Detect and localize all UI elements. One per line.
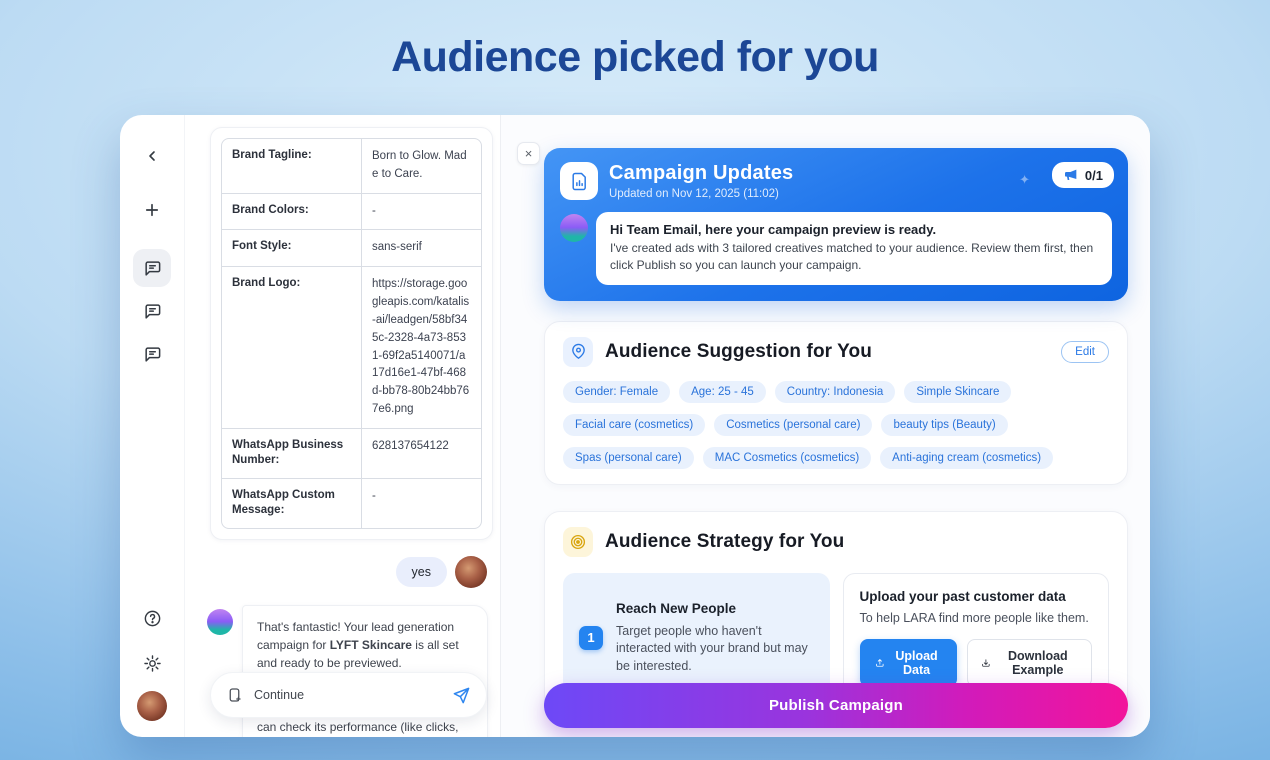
sidebar-item-chat-1[interactable]: [133, 249, 171, 287]
collapse-sidebar-button[interactable]: [135, 139, 169, 173]
brand-info-table: Brand Tagline: Born to Glow. Made to Car…: [221, 138, 482, 529]
chat-input[interactable]: Continue: [210, 672, 487, 718]
chat-panel: Brand Tagline: Born to Glow. Made to Car…: [185, 115, 501, 737]
upload-icon: [875, 658, 884, 667]
table-row-label: Brand Tagline:: [222, 139, 362, 193]
table-row-label: WhatsApp Business Number:: [222, 428, 362, 478]
brand-info-card: Brand Tagline: Born to Glow. Made to Car…: [210, 127, 493, 540]
megaphone-icon: [1064, 169, 1077, 180]
table-row: Font Style: sans-serif: [222, 230, 481, 268]
table-row-label: Brand Logo:: [222, 267, 362, 428]
table-row: WhatsApp Custom Message: -: [222, 478, 481, 528]
audience-tag[interactable]: Spas (personal care): [563, 446, 694, 469]
user-message-row: yes: [185, 555, 487, 588]
user-avatar: [455, 555, 487, 588]
download-icon: [982, 659, 990, 667]
plus-icon: [145, 203, 159, 217]
table-row: Brand Tagline: Born to Glow. Made to Car…: [222, 139, 481, 194]
gear-icon: [143, 654, 161, 672]
upload-description: To help LARA find more people like them.: [859, 610, 1089, 625]
chat-bubble-icon: [144, 260, 160, 276]
audience-tag[interactable]: Gender: Female: [563, 380, 671, 403]
settings-button[interactable]: [135, 646, 169, 680]
table-row-value: sans-serif: [372, 241, 422, 254]
close-panel-button[interactable]: ×: [517, 142, 540, 165]
publish-campaign-button[interactable]: Publish Campaign: [544, 683, 1128, 728]
help-circle-icon: [144, 610, 160, 626]
brand-name: LYFT Skincare: [329, 637, 412, 652]
new-chat-button[interactable]: [135, 193, 169, 227]
updates-count: 0/1: [1084, 167, 1103, 183]
table-row-value: 628137654122: [372, 439, 449, 452]
assistant-paragraph: That's fantastic! Your lead generation c…: [257, 619, 459, 670]
chat-bubble-icon: [144, 303, 160, 319]
help-button[interactable]: [135, 601, 169, 635]
upload-data-button[interactable]: Upload Data: [859, 638, 957, 687]
sidebar-item-chat-3[interactable]: [133, 335, 171, 373]
user-avatar[interactable]: [137, 691, 167, 721]
reach-description: Target people who haven't interacted wit…: [616, 623, 808, 673]
table-row: WhatsApp Business Number: 628137654122: [222, 428, 481, 479]
audience-tag[interactable]: Simple Skincare: [904, 380, 1012, 403]
audience-tag[interactable]: Country: Indonesia: [774, 380, 896, 403]
banner-message-body: I've created ads with 3 tailored creativ…: [610, 241, 1094, 273]
table-row-label: WhatsApp Custom Message:: [222, 478, 362, 528]
page-title: Audience picked for you: [391, 33, 879, 81]
table-row-value: -: [372, 489, 376, 502]
table-row-label: Font Style:: [222, 230, 362, 267]
banner-message-title: Hi Team Email, here your campaign previe…: [610, 222, 937, 237]
sparkle-icon: ✦: [1019, 172, 1030, 187]
user-message-bubble: yes: [395, 556, 447, 587]
step-number-badge: 1: [579, 625, 603, 650]
audience-tag[interactable]: Cosmetics (personal care): [714, 413, 873, 436]
audience-tag[interactable]: Anti-aging cream (cosmetics): [880, 446, 1054, 469]
assistant-avatar: [207, 608, 233, 635]
audience-tag[interactable]: Age: 25 - 45: [679, 380, 766, 403]
table-row-value: https://storage.googleapis.com/katalis-a…: [372, 278, 470, 415]
reach-new-people-card: 1 Reach New People Target people who hav…: [563, 572, 830, 703]
updates-count-badge[interactable]: 0/1: [1051, 162, 1114, 188]
edit-audience-button[interactable]: Edit: [1061, 340, 1109, 363]
reach-title: Reach New People: [616, 600, 737, 616]
table-row-label: Brand Colors:: [222, 193, 362, 230]
banner-title: Campaign Updates: [609, 162, 794, 184]
upload-customer-data-card: Upload your past customer data To help L…: [842, 572, 1109, 703]
campaign-report-icon: [560, 162, 598, 200]
audience-suggestion-title: Audience Suggestion for You: [605, 340, 872, 362]
table-row: Brand Logo: https://storage.googleapis.c…: [222, 267, 481, 429]
upload-title: Upload your past customer data: [859, 588, 1066, 604]
chat-bubble-icon: [144, 346, 160, 362]
chevron-left-icon: [149, 151, 155, 161]
campaign-panel: × Campaign Updates Updated on Nov 12, 20…: [501, 115, 1150, 737]
banner-updated-timestamp: Updated on Nov 12, 2025 (11:02): [609, 188, 779, 200]
app-window: Brand Tagline: Born to Glow. Made to Car…: [120, 115, 1150, 737]
banner-message-card: Hi Team Email, here your campaign previe…: [596, 212, 1112, 285]
audience-tag[interactable]: beauty tips (Beauty): [881, 413, 1008, 436]
audience-tag[interactable]: Facial care (cosmetics): [563, 413, 706, 436]
assistant-avatar: [560, 214, 588, 242]
new-prompt-icon: [229, 687, 241, 702]
chat-input-placeholder: Continue: [254, 688, 305, 702]
audience-tags: Gender: Female Age: 25 - 45 Country: Ind…: [563, 380, 1109, 469]
audience-tag[interactable]: MAC Cosmetics (cosmetics): [702, 446, 872, 469]
sidebar: [120, 115, 185, 737]
target-icon: [563, 526, 593, 557]
download-example-button[interactable]: Download Example: [966, 638, 1092, 687]
table-row-value: Born to Glow. Made to Care.: [372, 150, 467, 180]
audience-suggestion-card: Audience Suggestion for You Edit Gender:…: [544, 320, 1128, 485]
send-icon[interactable]: [452, 686, 471, 705]
location-pin-icon: [563, 336, 593, 367]
table-row: Brand Colors: -: [222, 193, 481, 231]
audience-strategy-title: Audience Strategy for You: [605, 530, 845, 552]
sidebar-item-chat-2[interactable]: [133, 292, 171, 330]
table-row-value: -: [372, 204, 376, 217]
campaign-updates-banner: Campaign Updates Updated on Nov 12, 2025…: [544, 148, 1128, 301]
